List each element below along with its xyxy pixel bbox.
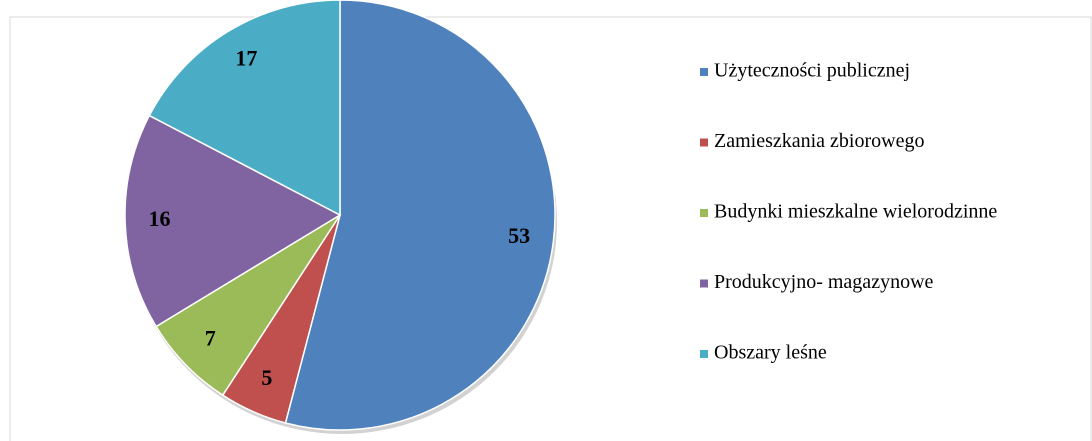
legend-swatch (700, 68, 708, 76)
pie-slice (148, 0, 341, 217)
pie-slice (124, 114, 342, 328)
legend-label: Użyteczności publicznej (714, 60, 910, 82)
legend-label: Zamieszkania zbiorowego (714, 130, 924, 152)
pie-slice (284, 0, 556, 431)
legend-swatch (700, 279, 708, 288)
legend-swatch (700, 350, 708, 358)
data-label: 5 (261, 365, 272, 390)
data-label: 7 (205, 326, 216, 351)
legend-label: Produkcyjno- magazynowe (714, 271, 934, 293)
legend-swatch (700, 209, 708, 217)
data-label: 16 (148, 206, 170, 231)
legend-label: Budynki mieszkalne wielorodzinne (714, 201, 997, 223)
data-label: 17 (235, 46, 257, 71)
legend-swatch (700, 138, 708, 147)
legend-label: Obszary leśne (714, 342, 827, 364)
data-label: 53 (508, 223, 530, 248)
